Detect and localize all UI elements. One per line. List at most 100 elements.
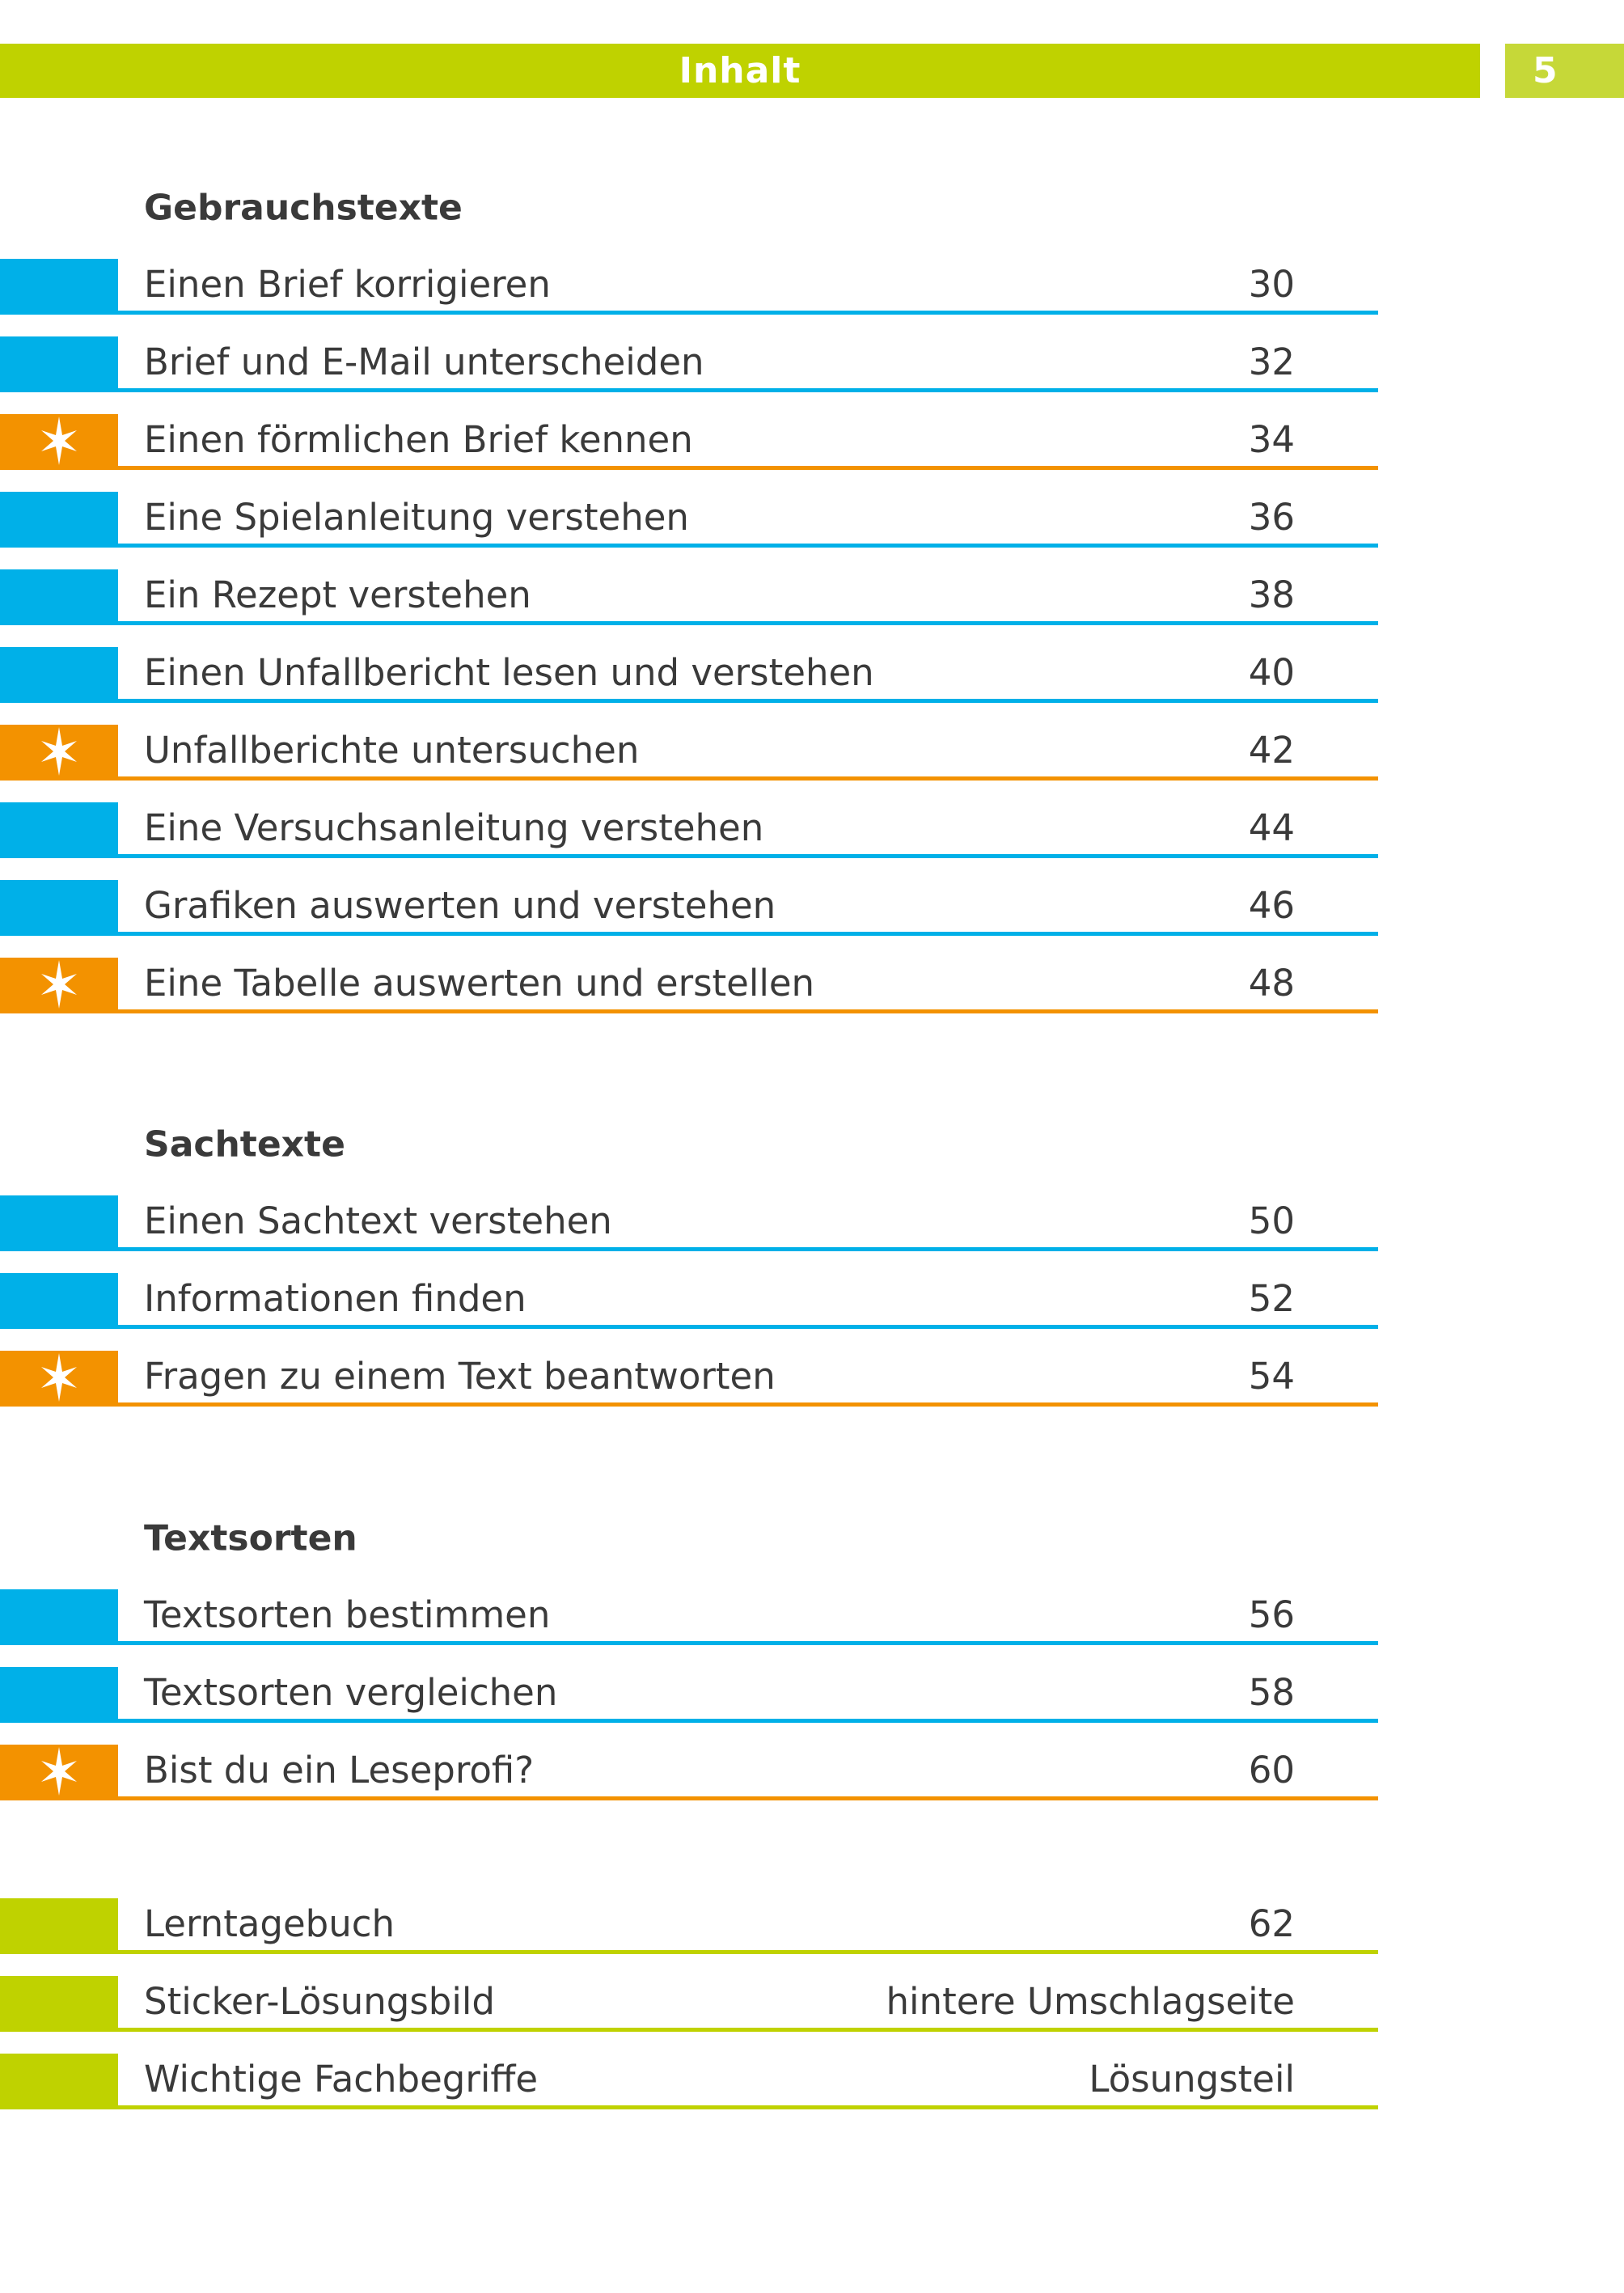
entry-underline: [118, 311, 1378, 315]
entry-label: Eine Spielanleitung verstehen: [144, 496, 689, 539]
color-marker: [0, 1667, 118, 1723]
toc-entry[interactable]: Eine Spielanleitung verstehen 36: [0, 492, 1383, 569]
star-marker: [0, 1351, 118, 1407]
entry-underline: [118, 544, 1378, 548]
toc-entry[interactable]: Wichtige Fachbegriffe Lösungsteil: [0, 2054, 1383, 2131]
entry-page: 44: [1248, 806, 1295, 849]
star-icon: [39, 1746, 79, 1799]
entry-page: 36: [1248, 496, 1295, 539]
toc-entry[interactable]: Ein Rezept verstehen 38: [0, 569, 1383, 647]
header-bar: Inhalt: [0, 44, 1480, 98]
toc-entry[interactable]: Grafiken auswerten und verstehen 46: [0, 880, 1383, 958]
entry-underline: [118, 1950, 1378, 1954]
page-number-box: 5: [1505, 44, 1624, 98]
entry-label: Brief und E-Mail unterscheiden: [144, 341, 704, 383]
toc-entry[interactable]: Einen Unfallbericht lesen und verstehen 4…: [0, 647, 1383, 725]
color-marker: [0, 336, 118, 392]
toc-entry[interactable]: Einen Brief korrigieren 30: [0, 259, 1383, 336]
color-marker: [0, 1898, 118, 1954]
entry-page: 40: [1248, 651, 1295, 694]
entry-page: Lösungsteil: [1089, 2058, 1295, 2101]
entry-label: Fragen zu einem Text beantworten: [144, 1355, 776, 1398]
entry-underline: [118, 1402, 1378, 1407]
entry-label: Einen Unfallbericht lesen und verstehen: [144, 651, 874, 694]
entry-page: 38: [1248, 573, 1295, 616]
entry-underline: [118, 699, 1378, 703]
entry-underline: [118, 1796, 1378, 1800]
toc-section: Textsorten Textsorten bestimmen 56 Textsort…: [0, 1518, 1383, 1822]
entry-label: Grafiken auswerten und verstehen: [144, 884, 776, 927]
entry-page: 48: [1248, 962, 1295, 1005]
entry-underline: [118, 776, 1378, 781]
color-marker: [0, 1976, 118, 2032]
entry-underline: [118, 1247, 1378, 1251]
color-marker: [0, 647, 118, 703]
entry-underline: [118, 932, 1378, 936]
entry-page: 42: [1248, 729, 1295, 772]
toc-entry[interactable]: Informationen finden 52: [0, 1273, 1383, 1351]
toc-entry[interactable]: Textsorten vergleichen 58: [0, 1667, 1383, 1745]
entry-underline: [118, 1009, 1378, 1013]
toc-entry[interactable]: Bist du ein Leseprofi? 60: [0, 1745, 1383, 1822]
star-marker: [0, 958, 118, 1013]
toc-entry[interactable]: Einen Sachtext verstehen 50: [0, 1195, 1383, 1273]
entry-label: Wichtige Fachbegriffe: [144, 2058, 539, 2101]
entry-page: 34: [1248, 418, 1295, 461]
toc-entry[interactable]: Einen förmlichen Brief kennen 34: [0, 414, 1383, 492]
section-heading: Sachtexte: [144, 1123, 345, 1166]
star-icon: [39, 726, 79, 779]
entry-page: 58: [1248, 1671, 1295, 1714]
entry-underline: [118, 1719, 1378, 1723]
toc-entry[interactable]: Brief und E-Mail unterscheiden 32: [0, 336, 1383, 414]
star-icon: [39, 1352, 79, 1405]
color-marker: [0, 492, 118, 548]
color-marker: [0, 880, 118, 936]
entry-label: Einen Sachtext verstehen: [144, 1199, 612, 1242]
entry-label: Ein Rezept verstehen: [144, 573, 531, 616]
toc-entry[interactable]: Textsorten bestimmen 56: [0, 1589, 1383, 1667]
section-heading: Gebrauchstexte: [144, 187, 463, 229]
color-marker: [0, 1273, 118, 1329]
entry-underline: [118, 621, 1378, 625]
toc-entry[interactable]: Fragen zu einem Text beantworten 54: [0, 1351, 1383, 1428]
entry-label: Textsorten bestimmen: [144, 1593, 551, 1636]
entry-page: 60: [1248, 1749, 1295, 1792]
entry-label: Textsorten vergleichen: [144, 1671, 558, 1714]
entry-underline: [118, 1641, 1378, 1645]
entry-page: hintere Umschlagseite: [886, 1980, 1295, 2023]
entry-label: Eine Tabelle auswerten und erstellen: [144, 962, 815, 1005]
color-marker: [0, 259, 118, 315]
entry-label: Lerntagebuch: [144, 1902, 395, 1945]
entry-label: Einen Brief korrigieren: [144, 263, 551, 306]
entry-label: Informationen finden: [144, 1277, 527, 1320]
entry-underline: [118, 2105, 1378, 2109]
toc-entry[interactable]: Unfallberichte untersuchen 42: [0, 725, 1383, 802]
entry-page: 46: [1248, 884, 1295, 927]
entry-underline: [118, 2028, 1378, 2032]
star-marker: [0, 1745, 118, 1800]
page-title: Inhalt: [679, 50, 801, 91]
entry-label: Einen förmlichen Brief kennen: [144, 418, 693, 461]
color-marker: [0, 802, 118, 858]
entry-underline: [118, 466, 1378, 470]
entry-page: 54: [1248, 1355, 1295, 1398]
toc-entry[interactable]: Sticker-Lösungsbild hintere Umschlagseite: [0, 1976, 1383, 2054]
color-marker: [0, 1195, 118, 1251]
toc-entry[interactable]: Eine Versuchsanleitung verstehen 44: [0, 802, 1383, 880]
entry-label: Unfallberichte untersuchen: [144, 729, 640, 772]
toc-entry[interactable]: Eine Tabelle auswerten und erstellen 48: [0, 958, 1383, 1035]
entry-page: 52: [1248, 1277, 1295, 1320]
section-heading: Textsorten: [144, 1517, 357, 1559]
entry-page: 62: [1248, 1902, 1295, 1945]
entry-label: Sticker-Lösungsbild: [144, 1980, 495, 2023]
color-marker: [0, 569, 118, 625]
entry-page: 30: [1248, 263, 1295, 306]
toc-entry[interactable]: Lerntagebuch 62: [0, 1898, 1383, 1976]
entry-label: Bist du ein Leseprofi?: [144, 1749, 535, 1792]
star-icon: [39, 416, 79, 468]
toc-section: Gebrauchstexte Einen Brief korrigieren 30 B…: [0, 188, 1383, 1035]
entry-page: 32: [1248, 341, 1295, 383]
entry-page: 50: [1248, 1199, 1295, 1242]
entry-label: Eine Versuchsanleitung verstehen: [144, 806, 764, 849]
star-marker: [0, 725, 118, 781]
